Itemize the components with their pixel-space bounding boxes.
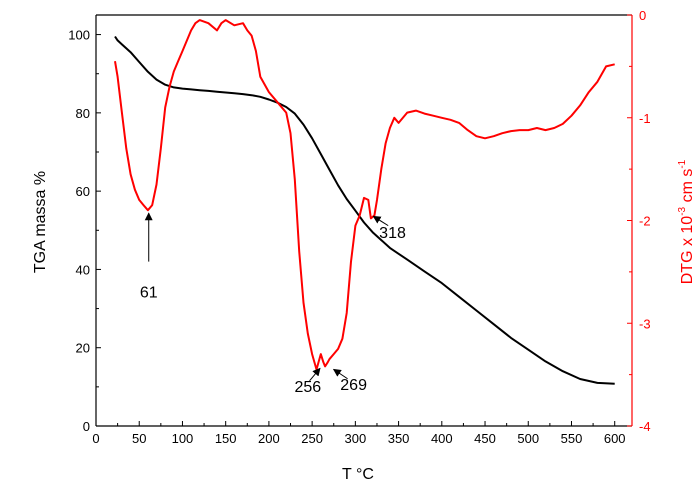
x-tick-label: 150 bbox=[215, 431, 237, 446]
y-right-label-main: DTG x 10 bbox=[679, 216, 696, 285]
x-tick-label: 100 bbox=[172, 431, 194, 446]
x-tick-label: 500 bbox=[517, 431, 539, 446]
y-right-tick-label: -4 bbox=[639, 419, 651, 434]
annotation-label: 269 bbox=[340, 377, 367, 394]
y-right-axis-ticks: 0 -1 -2 -3 -4 bbox=[627, 8, 651, 434]
series-layer bbox=[115, 20, 615, 384]
y-right-tick-label: 0 bbox=[639, 8, 646, 23]
x-tick-label: 550 bbox=[561, 431, 583, 446]
annotation-label: 61 bbox=[140, 284, 158, 301]
tga-curve bbox=[115, 37, 615, 384]
y-right-tick-label: -2 bbox=[639, 214, 651, 229]
x-tick-label: 250 bbox=[301, 431, 323, 446]
y-right-label-unit: cm s bbox=[679, 169, 696, 207]
y-right-tick-label: -1 bbox=[639, 111, 651, 126]
x-axis-label: T °C bbox=[342, 466, 374, 483]
y-right-axis-label: DTG x 10-3 cm s-1 bbox=[677, 159, 696, 284]
y-left-tick-label: 0 bbox=[83, 419, 90, 434]
x-tick-label: 0 bbox=[92, 431, 99, 446]
dtg-curve bbox=[115, 20, 615, 369]
y-left-tick-label: 100 bbox=[68, 28, 90, 43]
y-left-tick-label: 20 bbox=[76, 341, 90, 356]
annotation-label: 318 bbox=[379, 225, 406, 242]
y-left-tick-label: 60 bbox=[76, 184, 90, 199]
x-tick-label: 50 bbox=[132, 431, 146, 446]
y-left-tick-label: 40 bbox=[76, 262, 90, 277]
y-left-tick-label: 80 bbox=[76, 106, 90, 121]
y-left-axis-label: TGA massa % bbox=[32, 171, 49, 273]
y-right-tick-label: -3 bbox=[639, 316, 651, 331]
annotation-label: 256 bbox=[294, 379, 321, 396]
x-tick-label: 400 bbox=[431, 431, 453, 446]
x-tick-label: 350 bbox=[388, 431, 410, 446]
annotation-layer: 61 318 256 269 bbox=[140, 213, 406, 396]
y-right-label-exponent-2: -1 bbox=[677, 159, 688, 168]
x-tick-label: 300 bbox=[345, 431, 367, 446]
x-axis-ticks: 0 50 100 150 200 250 300 350 400 450 500 550 600 bbox=[92, 421, 625, 446]
x-tick-label: 450 bbox=[474, 431, 496, 446]
x-tick-label: 600 bbox=[604, 431, 626, 446]
x-tick-label: 200 bbox=[258, 431, 280, 446]
